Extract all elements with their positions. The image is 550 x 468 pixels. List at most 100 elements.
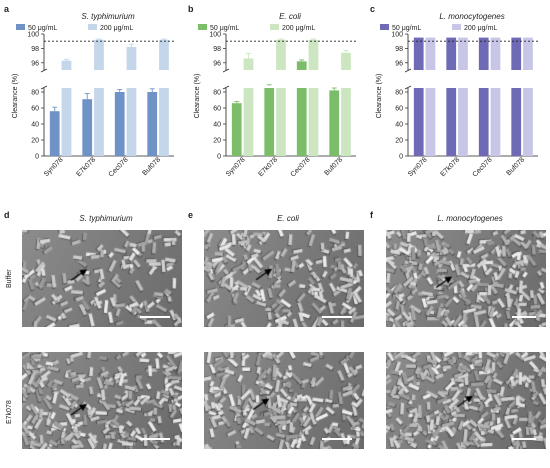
bar-upper (308, 39, 319, 70)
legend-swatch (270, 24, 279, 30)
legend-swatch (88, 24, 97, 30)
y-tick-label: 80 (395, 90, 403, 97)
bar-lower (147, 92, 158, 156)
bar-lower (276, 88, 286, 156)
x-tick-label: E7k078 (75, 156, 97, 178)
bar-upper (243, 58, 254, 70)
panel-letter-e: e (188, 210, 194, 220)
y-axis-label: Clearance (%) (194, 74, 201, 119)
bar-lower (296, 88, 307, 156)
x-tick-label: Cec078 (472, 156, 494, 178)
y-axis-label: Clearance (%) (12, 74, 19, 119)
chart-c: L. monocytogenes 50 μg/mL 200 μg/mL Clearan… (376, 12, 538, 178)
micrograph-e-buffer (204, 230, 364, 327)
bar-lower (329, 90, 340, 156)
y-tick-label: 60 (31, 106, 39, 113)
bar-lower (61, 88, 72, 156)
y-tick-label: 60 (213, 106, 221, 113)
x-tick-label: Buf078 (506, 156, 527, 177)
chart-b: E. coli 50 μg/mL 200 μg/mL Clearance (%) 96 9… (194, 12, 356, 178)
bar-upper (61, 60, 72, 70)
panel-letter-f: f (370, 210, 373, 220)
y-tick-label: 20 (213, 138, 221, 145)
bar-lower (114, 92, 125, 156)
axis-break (222, 68, 230, 73)
chart-title: L. monocytogenes (439, 12, 504, 21)
bar-lower (413, 88, 424, 156)
bar-lower (446, 88, 457, 156)
y-tick-label: 20 (31, 138, 39, 145)
scale-bar (140, 316, 170, 318)
bar-lower (478, 88, 489, 156)
x-tick-label: Buf078 (324, 156, 345, 177)
bar-lower (490, 88, 501, 156)
axis-break (40, 85, 48, 90)
bar-upper (126, 46, 137, 70)
micrograph-f-e7k078 (386, 352, 546, 449)
micro-title-d: S. typhimurium (79, 214, 133, 223)
axis-break (40, 68, 48, 73)
micrograph-d-buffer (22, 230, 182, 327)
bar-upper (94, 39, 104, 70)
y-tick-label: 40 (395, 122, 403, 129)
x-tick-label: Syn078 (407, 156, 429, 178)
micrograph-f-buffer (386, 230, 546, 327)
micro-title-f: L. monocytogenes (437, 214, 503, 223)
y-tick-label: 0 (35, 154, 39, 161)
bar-upper (511, 37, 522, 70)
legend-label: 50 μg/mL (392, 25, 421, 32)
legend-label: 200 μg/mL (464, 25, 497, 32)
bar-upper (413, 37, 424, 70)
scale-bar (322, 438, 352, 440)
bar-upper (296, 61, 307, 70)
axis-break (404, 85, 412, 90)
y-tick-label: 40 (31, 122, 39, 129)
chart-a: S. typhimurium 50 μg/mL 200 μg/mL Clearance… (12, 12, 174, 178)
scale-bar (512, 316, 536, 318)
y-tick-label: 96 (31, 60, 39, 67)
bar-lower (458, 88, 468, 156)
bar-lower (49, 111, 60, 156)
row-label-buffer: Buffer (6, 269, 13, 288)
micrograph-d-e7k078 (22, 352, 182, 449)
chart-title: E. coli (279, 12, 301, 21)
legend-label: 50 μg/mL (210, 25, 239, 32)
scale-bar (512, 438, 536, 440)
x-tick-label: Syn078 (225, 156, 247, 178)
y-tick-label: 98 (213, 46, 221, 53)
panel-letter-d: d (4, 210, 10, 220)
panel-letter-b: b (188, 4, 194, 14)
bar-upper (425, 37, 436, 70)
bar-lower (341, 88, 351, 156)
bar-upper (523, 37, 533, 70)
bar-lower (243, 88, 254, 156)
y-tick-label: 96 (213, 60, 221, 67)
bar-lower (159, 88, 169, 156)
axis-break (222, 85, 230, 90)
bar-lower (82, 99, 93, 156)
y-tick-label: 100 (391, 32, 403, 39)
x-tick-label: E7k078 (439, 156, 461, 178)
bar-lower (264, 88, 275, 156)
bar-upper (478, 37, 489, 70)
legend-swatch (16, 24, 25, 30)
y-tick-label: 0 (217, 154, 221, 161)
y-tick-label: 96 (395, 60, 403, 67)
bar-upper (458, 37, 468, 70)
scale-bar (322, 316, 352, 318)
legend-label: 200 μg/mL (282, 25, 315, 32)
bar-upper (159, 39, 169, 70)
bar-lower (308, 88, 319, 156)
y-axis-label: Clearance (%) (376, 74, 383, 119)
bar-upper (341, 52, 351, 70)
bar-lower (425, 88, 436, 156)
scale-bar (140, 438, 170, 440)
x-tick-label: Cec078 (108, 156, 130, 178)
bar-lower (523, 88, 533, 156)
x-tick-label: E7k078 (257, 156, 279, 178)
bar-lower (231, 103, 242, 156)
panel-letter-c: c (370, 4, 376, 14)
y-tick-label: 100 (209, 32, 221, 39)
legend-label: 200 μg/mL (100, 25, 133, 32)
legend-label: 50 μg/mL (28, 25, 57, 32)
